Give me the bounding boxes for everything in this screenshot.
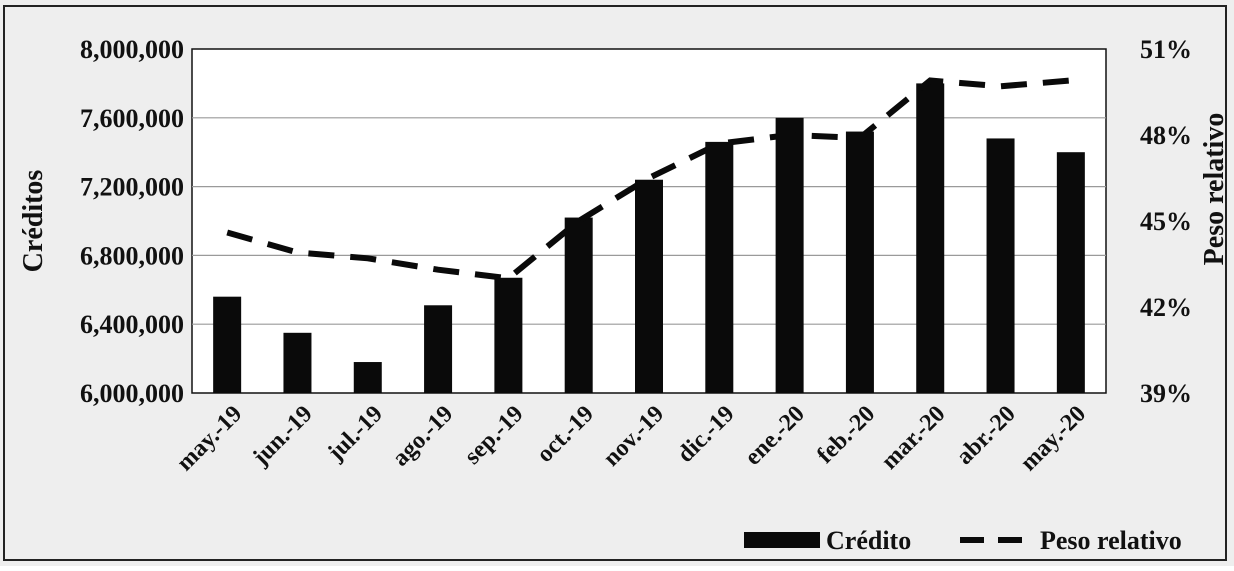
y-tick-label: 6,000,000 (80, 379, 184, 408)
bar-credito (283, 332, 312, 393)
y-tick-label: 6,400,000 (80, 310, 184, 339)
legend-label-peso: Peso relativo (1040, 526, 1182, 555)
bar-credito (635, 179, 663, 393)
bar-credito (705, 141, 734, 393)
y-tick-label: 8,000,000 (80, 35, 184, 64)
y-tick-label: 7,600,000 (80, 104, 184, 133)
y-axis-title: Créditos (18, 170, 49, 273)
bar-credito (494, 277, 523, 393)
bar-credito (1056, 152, 1085, 393)
y2-tick-label: 51% (1140, 35, 1192, 64)
line-peso-relativo (226, 77, 1072, 282)
bar-credito (213, 296, 242, 393)
y2-tick-label: 42% (1140, 293, 1192, 322)
bar-credito (564, 217, 593, 393)
y2-axis-title: Peso relativo (1199, 113, 1230, 266)
y2-tick-label: 48% (1140, 121, 1192, 150)
y-tick-label: 6,800,000 (80, 241, 184, 270)
legend-swatch-credito (744, 532, 820, 548)
bar-credito (353, 362, 382, 393)
bar-credito (845, 131, 874, 393)
bar-credito (775, 117, 804, 394)
legend-label-credito: Crédito (826, 526, 911, 555)
y2-tick-label: 39% (1140, 379, 1192, 408)
y-tick-label: 7,200,000 (80, 173, 184, 202)
chart-border (3, 5, 1227, 561)
bar-credito (424, 305, 453, 393)
bar-credito (916, 83, 945, 394)
bar-credito (986, 138, 1015, 393)
y2-tick-label: 45% (1140, 207, 1192, 236)
